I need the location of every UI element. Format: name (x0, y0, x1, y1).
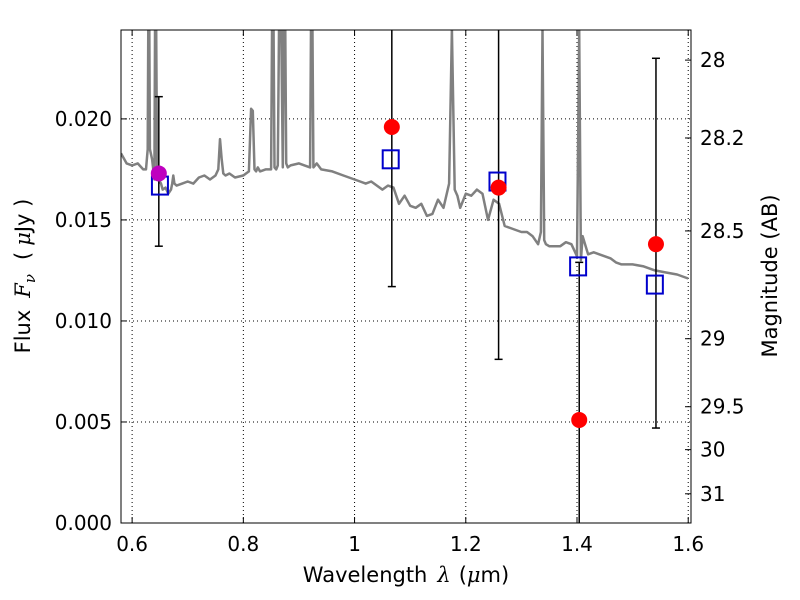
plot-frame (120, 29, 692, 524)
y2-tick-label: 28 (700, 48, 725, 72)
x-axis-label-symbol: λ (436, 563, 450, 587)
y-axis-label-unit-open: ( (11, 252, 35, 260)
y-axis-label-text: Flux (11, 310, 35, 354)
observed-point (383, 118, 400, 135)
model-photometry-square (569, 256, 588, 277)
y-tick-label: 0.015 (55, 208, 112, 232)
y2-tick-label: 29 (700, 327, 725, 351)
x-tick-label: 1.4 (561, 532, 593, 556)
y2-tick-label: 29.5 (700, 395, 745, 419)
y-axis-label-unit-mu: μ (11, 232, 35, 246)
x-axis-label-unit-rest: m) (481, 563, 510, 587)
y2-axis-label: Magnitude (AB) (758, 194, 782, 357)
observed-point (150, 165, 167, 182)
x-axis-label-text: Wavelength (303, 563, 428, 587)
y-axis-label-symbol: F (11, 282, 35, 299)
y2-tick-label: 31 (700, 482, 725, 506)
plot-area (121, 30, 689, 523)
y2-tick-label: 28.2 (700, 126, 745, 150)
x-tick-label: 0.6 (116, 532, 148, 556)
y-tick-label: 0.005 (55, 410, 112, 434)
x-tick-label: 1 (348, 532, 361, 556)
y2-tick-label: 28.5 (700, 219, 745, 243)
y-tick-label: 0.010 (55, 309, 112, 333)
model-spectrum-line (121, 30, 689, 280)
x-axis-label: Wavelength λ (μm) (303, 563, 509, 587)
model-photometry-square (645, 274, 664, 295)
x-axis-label-unit-mu: μ (467, 563, 481, 587)
y-tick-label: 0.000 (55, 511, 112, 535)
x-tick-label: 0.8 (227, 532, 259, 556)
x-tick-label: 1.2 (450, 532, 482, 556)
y-tick-label: 0.020 (55, 107, 112, 131)
observed-point (490, 179, 507, 196)
y-axis-label-sub: ν (21, 274, 39, 283)
observed-point (647, 236, 664, 253)
x-tick-label: 1.6 (672, 532, 704, 556)
y-axis-label: Flux Fν ( μJy ) (11, 199, 39, 354)
y-axis-label-unit-rest: Jy ) (11, 199, 35, 235)
observed-point (571, 411, 588, 428)
x-axis-label-unit-open: ( (459, 563, 467, 587)
axis-ticks: 0.6 0.8 1 1.2 1.4 1.6 0.000 0.005 0.010 0.015 0.02… (55, 30, 745, 556)
model-photometry-square (381, 149, 400, 170)
y2-tick-label: 30 (700, 438, 725, 462)
